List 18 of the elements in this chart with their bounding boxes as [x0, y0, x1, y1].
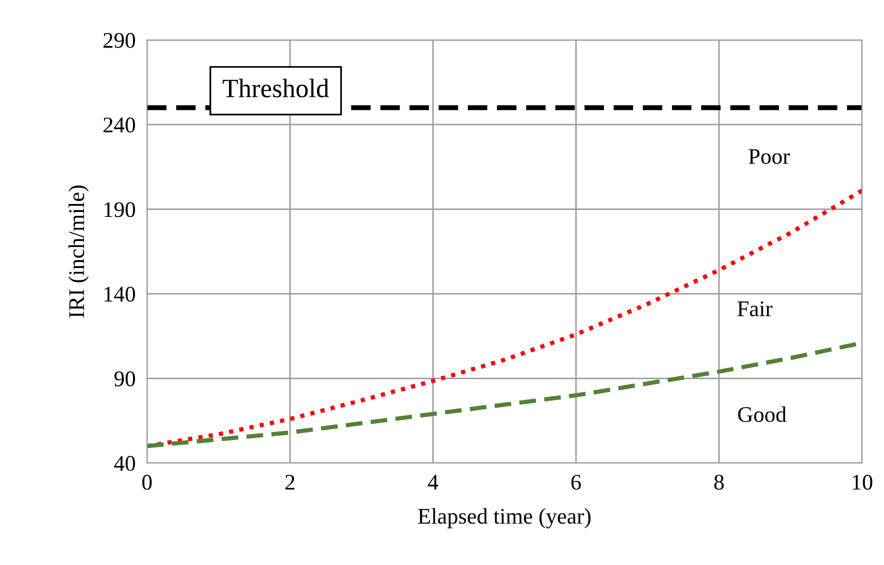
x-tick-label: 0 [142, 474, 152, 490]
annotation: Good [738, 406, 786, 422]
annotation: Poor [748, 149, 790, 164]
y-tick-label: 90 [114, 371, 136, 386]
y-tick-label: 290 [104, 32, 136, 48]
x-tick-label: 6 [571, 474, 581, 490]
y-tick-label: 190 [104, 202, 136, 218]
y-axis-title: IRI (inch/mile) [68, 186, 89, 318]
ref-line-label: Threshold [222, 78, 329, 98]
annotation: Fair [737, 301, 772, 316]
x-tick-label: 10 [852, 474, 872, 490]
x-axis-title: Elapsed time (year) [418, 508, 591, 528]
y-tick-label: 40 [114, 456, 136, 471]
x-tick-label: 8 [714, 474, 724, 490]
y-tick-label: 240 [104, 118, 136, 133]
x-tick-label: 2 [285, 474, 294, 490]
x-tick-label: 4 [428, 474, 438, 490]
y-tick-label: 140 [104, 286, 136, 302]
